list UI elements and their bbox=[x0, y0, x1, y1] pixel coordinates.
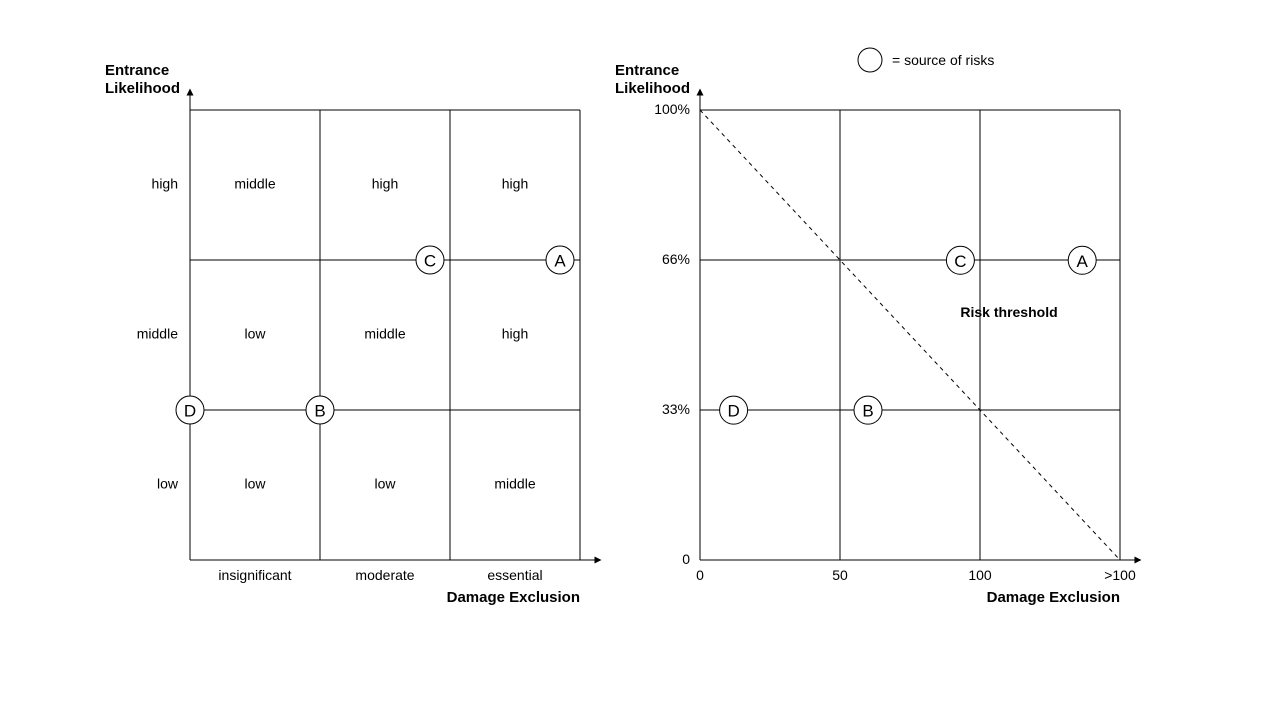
right-y-title-1: Entrance bbox=[615, 62, 679, 79]
left-cell-label: low bbox=[244, 476, 266, 492]
risk-node-label: C bbox=[424, 252, 436, 271]
risk-threshold-label: Risk threshold bbox=[960, 304, 1057, 320]
right-x-tick: 0 bbox=[696, 567, 704, 583]
left-cell-label: middle bbox=[234, 176, 275, 192]
right-x-tick: 100 bbox=[968, 567, 992, 583]
legend-label: = source of risks bbox=[892, 52, 994, 68]
legend-circle-icon bbox=[858, 48, 882, 72]
left-y-tick: low bbox=[157, 476, 179, 492]
risk-node-label: B bbox=[314, 402, 325, 421]
left-y-title-2: Likelihood bbox=[105, 80, 180, 97]
right-y-tick: 100% bbox=[654, 101, 690, 117]
risk-node-label: D bbox=[184, 402, 196, 421]
left-x-tick: moderate bbox=[355, 567, 414, 583]
left-x-tick: insignificant bbox=[218, 567, 291, 583]
right-y-title-2: Likelihood bbox=[615, 80, 690, 97]
left-cell-label: high bbox=[372, 176, 398, 192]
left-y-title-1: Entrance bbox=[105, 62, 169, 79]
risk-node-label: A bbox=[554, 252, 566, 271]
left-cell-label: high bbox=[502, 176, 528, 192]
left-cell-label: middle bbox=[494, 476, 535, 492]
right-x-tick: >100 bbox=[1104, 567, 1136, 583]
left-x-title: Damage Exclusion bbox=[447, 589, 580, 606]
left-y-tick: high bbox=[152, 176, 178, 192]
left-x-tick: essential bbox=[487, 567, 542, 583]
risk-node-label: D bbox=[727, 402, 739, 421]
left-cell-label: low bbox=[244, 326, 266, 342]
left-cell-label: middle bbox=[364, 326, 405, 342]
left-y-tick: middle bbox=[137, 326, 178, 342]
risk-node-label: A bbox=[1077, 252, 1089, 271]
risk-node-label: C bbox=[954, 252, 966, 271]
right-x-title: Damage Exclusion bbox=[987, 589, 1120, 606]
risk-node-label: B bbox=[862, 402, 873, 421]
right-x-tick: 50 bbox=[832, 567, 848, 583]
right-y-tick: 66% bbox=[662, 251, 690, 267]
right-y-tick: 0 bbox=[682, 551, 690, 567]
right-y-tick: 33% bbox=[662, 401, 690, 417]
left-cell-label: low bbox=[374, 476, 396, 492]
risk-threshold-line bbox=[700, 110, 1120, 560]
left-cell-label: high bbox=[502, 326, 528, 342]
